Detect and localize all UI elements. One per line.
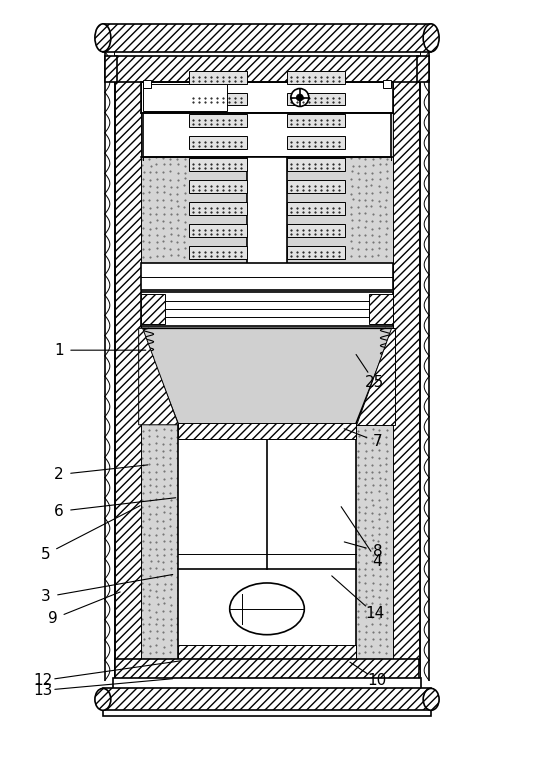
Bar	[417, 55, 429, 82]
Bar	[190, 202, 247, 215]
Bar	[287, 246, 344, 259]
Bar	[143, 84, 227, 112]
Text: 3: 3	[41, 589, 51, 604]
Bar	[190, 92, 247, 105]
Bar	[103, 24, 431, 52]
Bar	[143, 79, 151, 88]
Ellipse shape	[423, 24, 439, 52]
Bar	[394, 57, 419, 668]
Bar	[247, 157, 287, 289]
Bar	[190, 136, 247, 149]
Text: 25: 25	[365, 374, 384, 390]
Bar	[105, 55, 117, 82]
Text: 12: 12	[34, 673, 53, 688]
Ellipse shape	[230, 583, 304, 634]
Bar	[140, 82, 394, 113]
Polygon shape	[140, 328, 394, 425]
Text: 4: 4	[373, 554, 382, 568]
Bar	[287, 180, 344, 193]
Text: 5: 5	[41, 547, 51, 561]
Bar	[190, 224, 247, 237]
Bar	[103, 688, 431, 710]
Bar	[287, 92, 344, 105]
Bar	[190, 246, 247, 259]
Bar	[287, 71, 344, 84]
Bar	[370, 294, 394, 324]
Ellipse shape	[296, 94, 303, 101]
Text: 7: 7	[373, 434, 382, 449]
Text: 8: 8	[373, 544, 382, 558]
Ellipse shape	[423, 688, 439, 710]
Bar	[287, 158, 344, 171]
Text: 9: 9	[48, 611, 58, 626]
Polygon shape	[356, 328, 395, 425]
Bar	[115, 658, 419, 681]
Text: 10: 10	[368, 673, 387, 688]
Bar	[143, 113, 391, 157]
Bar	[190, 71, 247, 84]
Bar	[140, 263, 394, 290]
Bar	[115, 55, 419, 82]
Text: 14: 14	[365, 606, 384, 621]
Text: 2: 2	[54, 467, 64, 482]
Bar	[178, 423, 356, 439]
Polygon shape	[139, 328, 178, 425]
Ellipse shape	[291, 89, 309, 106]
Text: 6: 6	[54, 504, 64, 519]
Bar	[190, 180, 247, 193]
Bar	[113, 678, 421, 691]
Bar	[287, 136, 344, 149]
Bar	[190, 115, 247, 127]
Text: 13: 13	[34, 683, 53, 698]
Bar	[140, 293, 394, 326]
Bar	[383, 79, 391, 88]
Bar	[287, 115, 344, 127]
Bar	[140, 57, 394, 668]
Bar	[115, 57, 140, 668]
Bar	[178, 644, 356, 658]
Ellipse shape	[95, 24, 111, 52]
Bar	[287, 224, 344, 237]
Bar	[287, 202, 344, 215]
Bar	[190, 158, 247, 171]
Text: 1: 1	[54, 343, 64, 358]
Bar	[140, 294, 164, 324]
Ellipse shape	[95, 688, 111, 710]
Bar	[103, 708, 431, 716]
Bar	[178, 425, 356, 658]
